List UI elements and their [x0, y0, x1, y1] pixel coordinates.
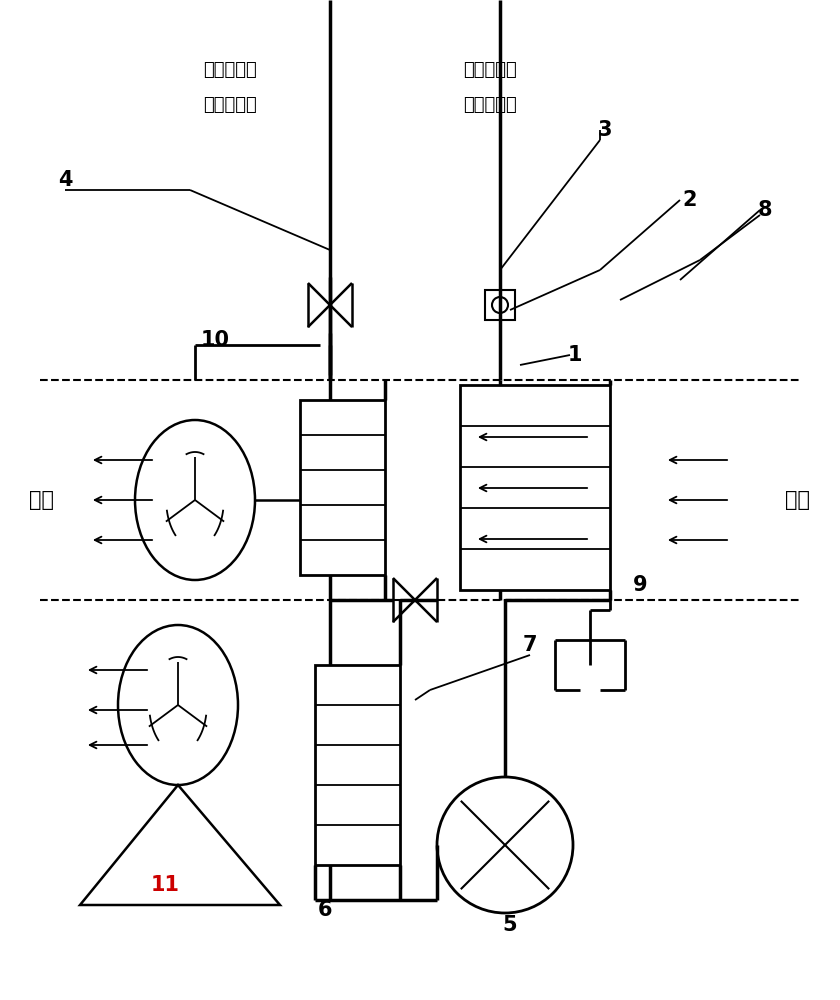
- Text: 9: 9: [633, 575, 648, 595]
- Text: 1: 1: [568, 345, 582, 365]
- Text: 2: 2: [683, 190, 697, 210]
- Bar: [485, 290, 515, 320]
- Text: 3: 3: [598, 120, 612, 140]
- Text: 10: 10: [201, 330, 229, 350]
- Text: 系统低压侧: 系统低压侧: [463, 96, 517, 114]
- Text: 回风: 回风: [785, 490, 811, 510]
- Text: 5: 5: [502, 915, 517, 935]
- Text: 6: 6: [318, 900, 333, 920]
- Text: 4: 4: [58, 170, 72, 190]
- Text: 送风: 送风: [29, 490, 55, 510]
- Bar: [315, 665, 400, 865]
- Text: 11: 11: [150, 875, 180, 895]
- Text: 系统高压侧: 系统高压侧: [203, 96, 257, 114]
- Text: 8: 8: [758, 200, 772, 220]
- Text: 接雷达液冷: 接雷达液冷: [203, 61, 257, 79]
- Bar: [300, 400, 385, 575]
- Text: 7: 7: [522, 635, 538, 655]
- Text: 接雷达液冷: 接雷达液冷: [463, 61, 517, 79]
- Bar: [460, 385, 610, 590]
